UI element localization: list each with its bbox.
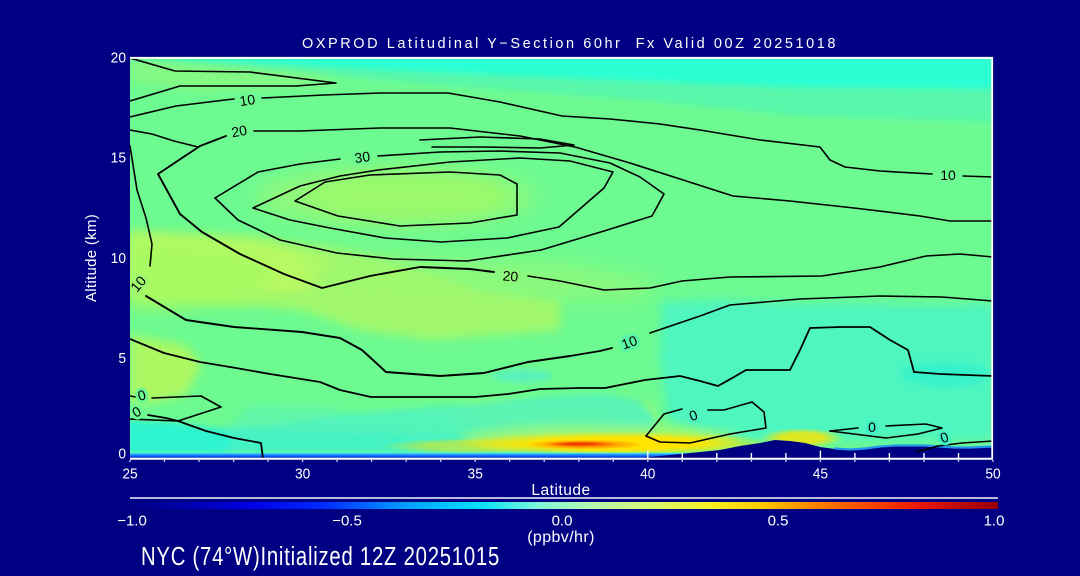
svg-text:15: 15 <box>111 149 126 165</box>
svg-text:0.0: 0.0 <box>552 513 573 530</box>
svg-text:0: 0 <box>868 419 876 435</box>
svg-text:OXPROD Latitudinal Y−Section 6: OXPROD Latitudinal Y−Section 60hr Fx Val… <box>302 36 838 52</box>
svg-text:20: 20 <box>111 49 126 65</box>
svg-text:25: 25 <box>122 465 137 481</box>
svg-text:20: 20 <box>502 267 519 284</box>
svg-text:30: 30 <box>295 465 310 481</box>
svg-text:0: 0 <box>118 445 126 461</box>
svg-text:Latitude: Latitude <box>531 482 590 499</box>
svg-text:35: 35 <box>468 465 483 481</box>
svg-text:50: 50 <box>985 465 1000 481</box>
svg-text:(ppbv/hr): (ppbv/hr) <box>527 529 595 546</box>
svg-text:Altitude (km): Altitude (km) <box>83 214 100 302</box>
svg-text:20: 20 <box>230 122 248 140</box>
svg-text:10: 10 <box>111 250 126 266</box>
svg-text:10: 10 <box>940 167 956 183</box>
svg-text:0.5: 0.5 <box>768 513 789 530</box>
svg-text:−0.5: −0.5 <box>332 513 362 530</box>
svg-text:1.0: 1.0 <box>984 513 1005 530</box>
svg-text:10: 10 <box>238 91 256 109</box>
svg-text:30: 30 <box>353 148 371 166</box>
svg-text:5: 5 <box>118 350 126 366</box>
svg-text:45: 45 <box>813 465 828 481</box>
svg-text:−1.0: −1.0 <box>117 513 147 530</box>
svg-text:40: 40 <box>640 465 655 481</box>
svg-text:NYC (74°W)Initialized 12Z 2025: NYC (74°W)Initialized 12Z 20251015 <box>141 542 500 571</box>
